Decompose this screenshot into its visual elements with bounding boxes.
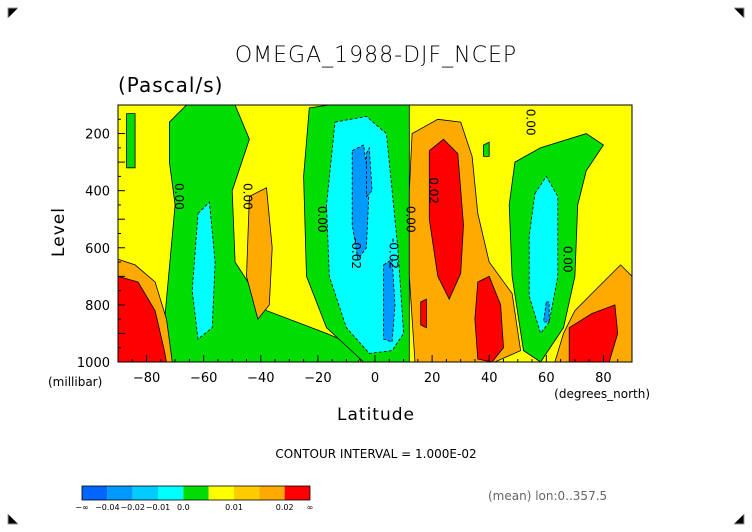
chart-subtitle: (Pascal/s): [118, 73, 223, 97]
y-tick-label: 1000: [77, 356, 110, 371]
x-axis-label: Latitude: [337, 405, 415, 425]
contour-label: -0.02: [349, 238, 363, 269]
colorbar-label: ∞: [307, 503, 314, 512]
contour-label: 0.00: [315, 206, 329, 233]
colorbar-label: 0.02: [276, 503, 294, 512]
x-tick-label: 0: [371, 371, 379, 386]
contour-region: [246, 187, 273, 321]
x-axis-unit: (degrees_north): [554, 387, 650, 401]
plot-area: [118, 105, 632, 362]
y-axis-ticks: 200 400 600 800 1000: [77, 104, 125, 371]
contour-region: [191, 201, 216, 340]
contour-region: [474, 275, 504, 362]
y-tick-label: 600: [85, 242, 110, 257]
colorbar-swatch: [132, 486, 158, 500]
y-tick-label: 400: [85, 185, 110, 200]
contour-region: [483, 141, 490, 157]
colorbar-swatch: [234, 486, 260, 500]
contour-region: [118, 275, 167, 362]
colorbar-swatch: [158, 486, 184, 500]
x-axis-ticks: −80 −60 −40 −20 0 20 40 60 80: [117, 355, 633, 386]
colorbar: −∞ −0.04 −0.02 −0.01 0.0 0.01 0.02 ∞: [75, 485, 314, 512]
colorbar-swatch: [208, 486, 234, 500]
contour-labels: 0.00 0.000.00-0.02 -0.020.000.020.000.00: [172, 109, 574, 273]
colorbar-label: 0.0: [177, 503, 190, 512]
contour-region: [351, 144, 370, 261]
x-tick-label: 80: [595, 371, 612, 386]
x-tick-label: −20: [304, 371, 331, 386]
contour-region: [568, 304, 619, 362]
colorbar-label: −∞: [75, 503, 88, 512]
contour-region: [126, 113, 136, 169]
contour-label: 0.00: [523, 109, 537, 136]
contour-region: [365, 146, 373, 198]
colorbar-label: −0.02: [120, 503, 145, 512]
colorbar-label: −0.04: [95, 503, 120, 512]
colorbar-border: [81, 485, 311, 501]
colorbar-swatch: [183, 486, 209, 500]
x-tick-label: 20: [424, 371, 441, 386]
x-tick-label: −80: [133, 371, 160, 386]
contour-region: [428, 138, 464, 301]
mean-note: (mean) lon:0..357.5: [488, 489, 607, 503]
colorbar-label: −0.01: [146, 503, 171, 512]
contour-region: [383, 258, 396, 343]
contour-interval-note: CONTOUR INTERVAL = 1.000E-02: [275, 447, 476, 461]
contour-label: 0.00: [403, 206, 417, 233]
contour-label: -0.02: [386, 238, 400, 269]
y-axis-label: Level: [49, 207, 69, 257]
corner-marks: [7, 7, 745, 525]
contour-label: 0.02: [426, 177, 440, 204]
contour-label: 0.00: [172, 183, 186, 210]
colorbar-swatch: [82, 486, 108, 500]
colorbar-swatch: [284, 486, 310, 500]
contour-label: 0.00: [241, 183, 255, 210]
contour-region: [420, 298, 427, 329]
colorbar-label: 0.01: [225, 503, 243, 512]
x-tick-label: 60: [538, 371, 555, 386]
contour-region: [543, 301, 550, 323]
y-tick-label: 800: [85, 299, 110, 314]
x-tick-label: 40: [481, 371, 498, 386]
x-tick-label: −60: [190, 371, 217, 386]
colorbar-swatch: [259, 486, 285, 500]
y-tick-label: 200: [85, 128, 110, 143]
x-tick-label: −40: [247, 371, 274, 386]
contour-label: 0.00: [560, 246, 574, 273]
chart-title: OMEGA_1988-DJF_NCEP: [235, 43, 517, 68]
y-axis-unit: (millibar): [48, 375, 102, 389]
colorbar-swatch: [107, 486, 133, 500]
